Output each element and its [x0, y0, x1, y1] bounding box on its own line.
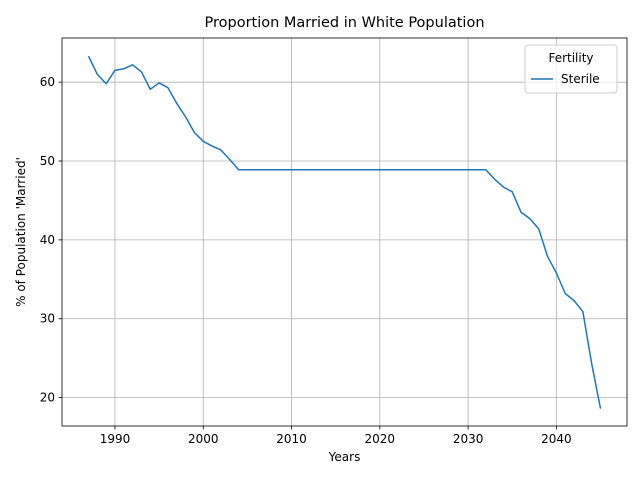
y-tick-label: 30 — [40, 312, 55, 326]
chart-title: Proportion Married in White Population — [204, 15, 484, 31]
y-tick-label: 20 — [40, 391, 55, 405]
plot-lines — [87, 55, 602, 409]
legend-title: Fertility — [548, 51, 593, 65]
series-line-sterile — [87, 55, 602, 409]
x-tick-label: 2010 — [276, 432, 307, 446]
axes-frame — [61, 37, 628, 427]
x-tick-label: 2030 — [453, 432, 484, 446]
x-axis-label: Years — [328, 450, 361, 464]
legend-label-sterile: Sterile — [561, 72, 600, 86]
y-tick-label: 40 — [40, 233, 55, 247]
legend: Fertility Sterile — [524, 44, 618, 94]
x-tick-label: 1990 — [100, 432, 131, 446]
legend-box — [524, 44, 618, 94]
x-tick-label: 2040 — [541, 432, 572, 446]
x-tick-label: 2000 — [188, 432, 219, 446]
x-tick-label: 2020 — [365, 432, 396, 446]
y-tick-label: 50 — [40, 154, 55, 168]
y-axis-label: % of Population 'Married' — [14, 157, 28, 307]
y-tick-label: 60 — [40, 75, 55, 89]
